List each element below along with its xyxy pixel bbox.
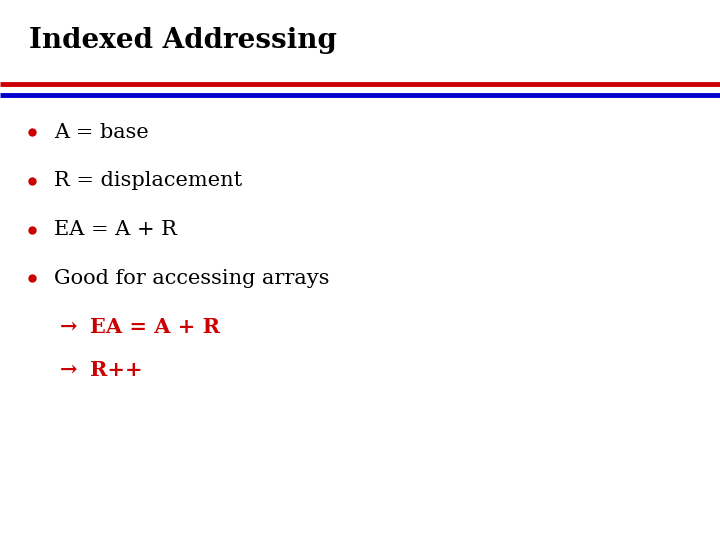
Text: →: → <box>60 316 77 337</box>
Text: A = base: A = base <box>54 123 149 142</box>
Text: Good for accessing arrays: Good for accessing arrays <box>54 268 330 288</box>
Text: EA = A + R: EA = A + R <box>54 220 177 239</box>
Text: R = displacement: R = displacement <box>54 171 242 191</box>
Text: Indexed Addressing: Indexed Addressing <box>29 27 337 54</box>
Text: →: → <box>60 360 77 380</box>
Text: R++: R++ <box>90 360 143 380</box>
Text: EA = A + R: EA = A + R <box>90 316 220 337</box>
